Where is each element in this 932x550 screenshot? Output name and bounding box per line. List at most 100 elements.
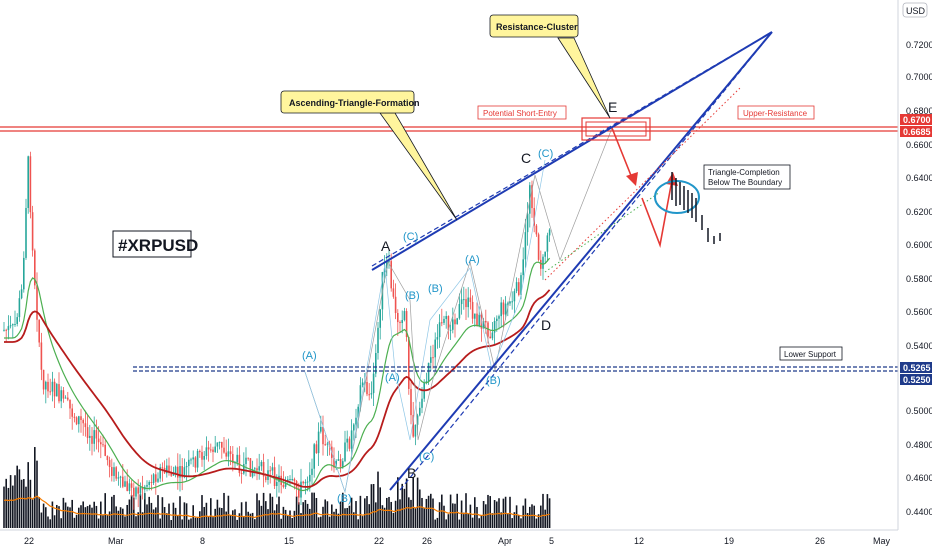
volume-bar — [194, 517, 197, 528]
volume-bar — [370, 484, 373, 528]
volume-bar — [163, 507, 166, 528]
candle-body — [23, 257, 25, 290]
candle-body — [526, 213, 529, 233]
x-tick-label: 26 — [815, 536, 825, 546]
candle-body — [489, 336, 491, 339]
candle-body — [179, 466, 181, 478]
candle-body — [20, 289, 23, 299]
volume-bar — [86, 506, 89, 528]
time-axis[interactable] — [0, 530, 898, 550]
volume-bar — [47, 516, 49, 528]
volume-bar — [432, 498, 434, 528]
volume-bar — [419, 489, 421, 528]
volume-bar — [401, 483, 403, 528]
x-tick-label: 5 — [549, 536, 554, 546]
volume-bar — [287, 515, 289, 528]
currency-badge[interactable] — [902, 2, 928, 18]
volume-bar — [529, 506, 531, 528]
candle-body — [421, 398, 423, 408]
candle-body — [482, 320, 485, 329]
volume-bar — [335, 508, 337, 528]
candle-body — [258, 466, 260, 471]
volume-bar — [280, 518, 282, 528]
candle-body — [509, 301, 511, 304]
wave-label: (B) — [486, 375, 501, 387]
candle-body — [401, 320, 403, 324]
candle-body — [194, 457, 197, 468]
volume-bar — [273, 510, 276, 528]
volume-bar — [291, 518, 293, 528]
candle-body — [280, 475, 282, 486]
volume-bar — [20, 479, 23, 528]
candle-body — [513, 291, 516, 302]
volume-bar — [258, 500, 260, 528]
candle-body — [117, 477, 120, 479]
candle-body — [106, 455, 109, 461]
x-tick-label: 8 — [200, 536, 205, 546]
candle-body — [135, 487, 137, 497]
candle-body — [82, 420, 84, 424]
candle-body — [467, 297, 469, 308]
wave-label: (A) — [302, 350, 317, 362]
candle-body — [100, 442, 102, 445]
candle-body — [520, 275, 522, 295]
x-tick-label: 19 — [724, 536, 734, 546]
volume-bar — [548, 498, 551, 528]
price-axis[interactable] — [898, 0, 932, 530]
candle-body — [392, 288, 395, 297]
volume-bar — [421, 497, 423, 528]
candle-body — [419, 407, 421, 416]
candle-body — [535, 225, 538, 235]
candle-body — [212, 449, 214, 452]
candle-body — [115, 467, 117, 479]
volume-bar — [423, 508, 425, 528]
candle-body — [311, 468, 313, 475]
candle-body — [357, 406, 359, 418]
candle-body — [379, 309, 381, 328]
candle-body — [496, 318, 498, 322]
volume-bar — [485, 504, 487, 528]
volume-bar — [282, 506, 285, 528]
candle-body — [478, 314, 480, 326]
candle-body — [403, 311, 406, 321]
volume-bar — [122, 508, 124, 528]
wave-label: (B) — [337, 493, 352, 505]
candle-body — [67, 397, 69, 400]
volume-bar — [254, 519, 256, 528]
candle-body — [271, 467, 274, 471]
lower-support-label-box — [779, 346, 843, 361]
volume-bar — [9, 475, 12, 528]
candle-body — [361, 382, 364, 386]
volume-bar — [124, 516, 126, 528]
green-moving-average — [4, 257, 551, 492]
volume-bar — [5, 478, 7, 528]
candle-body — [51, 381, 54, 392]
volume-bar — [309, 508, 311, 528]
volume-bar — [223, 492, 225, 528]
candle-body — [62, 390, 65, 399]
candle-body — [223, 447, 225, 453]
candle-body — [548, 229, 551, 236]
volume-bar — [256, 493, 258, 528]
volume-bar — [91, 507, 93, 528]
volume-bar — [463, 512, 465, 528]
candle-body — [227, 451, 230, 457]
volume-bar — [166, 513, 168, 528]
volume-bar — [240, 502, 243, 528]
volume-bar — [304, 500, 307, 528]
candle-body — [207, 447, 210, 450]
triangle-upper-line-dashed — [371, 31, 773, 267]
candle-body — [229, 451, 232, 455]
volume-bar — [320, 516, 322, 528]
candle-body — [546, 235, 549, 252]
volume-bar — [474, 497, 476, 528]
candle-body — [3, 329, 5, 331]
candle-body — [372, 373, 375, 394]
triangle-lower-line-dashed — [399, 31, 773, 491]
volume-bar — [293, 510, 296, 528]
volume-bar — [313, 492, 315, 528]
candle-body — [170, 472, 172, 476]
candle-body — [60, 390, 62, 402]
volume-bar — [152, 509, 155, 528]
